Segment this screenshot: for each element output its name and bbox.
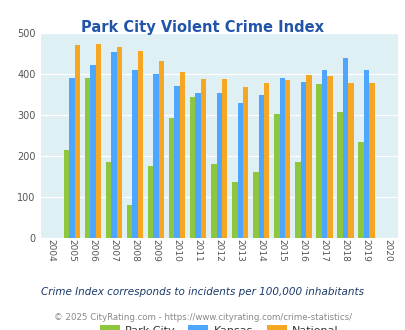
Bar — [111, 52, 117, 238]
Bar — [237, 103, 242, 238]
Bar — [132, 70, 138, 238]
Bar — [148, 166, 153, 238]
Bar — [321, 70, 326, 238]
Legend: Park City, Kansas, National: Park City, Kansas, National — [95, 321, 342, 330]
Bar — [252, 172, 258, 238]
Bar — [357, 142, 363, 238]
Bar — [300, 82, 305, 238]
Bar — [211, 164, 216, 238]
Bar — [158, 61, 164, 238]
Bar — [368, 82, 374, 238]
Bar — [106, 162, 111, 238]
Bar — [279, 78, 284, 238]
Bar — [232, 182, 237, 238]
Bar — [138, 51, 143, 238]
Bar — [315, 84, 321, 238]
Bar — [342, 57, 347, 238]
Bar — [222, 79, 227, 238]
Bar — [190, 97, 195, 238]
Bar — [200, 79, 206, 238]
Bar — [179, 72, 185, 238]
Bar — [347, 82, 353, 238]
Bar — [258, 95, 263, 238]
Bar — [69, 78, 75, 238]
Bar — [216, 93, 222, 238]
Text: © 2025 CityRating.com - https://www.cityrating.com/crime-statistics/: © 2025 CityRating.com - https://www.city… — [54, 313, 351, 322]
Bar — [263, 83, 269, 238]
Bar — [242, 87, 248, 238]
Bar — [153, 74, 158, 238]
Bar — [64, 149, 69, 238]
Bar — [75, 45, 80, 238]
Bar — [195, 93, 200, 238]
Text: Park City Violent Crime Index: Park City Violent Crime Index — [81, 20, 324, 35]
Bar — [168, 118, 174, 238]
Bar — [85, 78, 90, 238]
Bar — [336, 112, 342, 238]
Bar — [90, 65, 96, 238]
Bar — [294, 162, 300, 238]
Bar — [127, 205, 132, 238]
Bar — [305, 75, 311, 238]
Bar — [284, 81, 290, 238]
Bar — [96, 44, 101, 238]
Bar — [174, 86, 179, 238]
Bar — [326, 76, 332, 238]
Bar — [363, 70, 368, 238]
Bar — [273, 114, 279, 238]
Text: Crime Index corresponds to incidents per 100,000 inhabitants: Crime Index corresponds to incidents per… — [41, 287, 364, 297]
Bar — [117, 47, 122, 238]
